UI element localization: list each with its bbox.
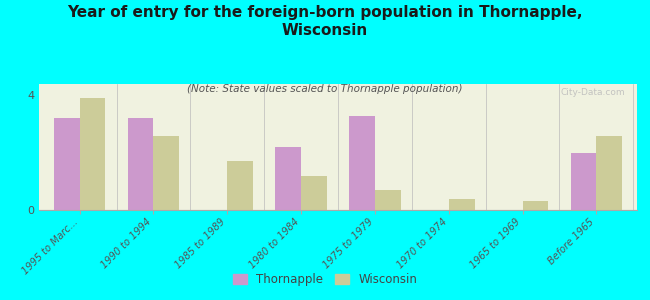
Bar xyxy=(349,116,375,210)
Bar xyxy=(448,199,474,210)
Bar xyxy=(153,136,179,210)
Bar xyxy=(127,118,153,210)
Bar xyxy=(523,201,549,210)
Bar xyxy=(275,147,301,210)
Legend: Thornapple, Wisconsin: Thornapple, Wisconsin xyxy=(228,269,422,291)
Text: City-Data.com: City-Data.com xyxy=(560,88,625,97)
Bar xyxy=(571,153,597,210)
Bar xyxy=(301,176,327,210)
Text: Year of entry for the foreign-born population in Thornapple,
Wisconsin: Year of entry for the foreign-born popul… xyxy=(67,4,583,38)
Bar xyxy=(79,98,105,210)
Bar xyxy=(54,118,79,210)
Bar xyxy=(375,190,401,210)
Bar xyxy=(597,136,622,210)
Text: (Note: State values scaled to Thornapple population): (Note: State values scaled to Thornapple… xyxy=(187,84,463,94)
Bar xyxy=(227,161,253,210)
